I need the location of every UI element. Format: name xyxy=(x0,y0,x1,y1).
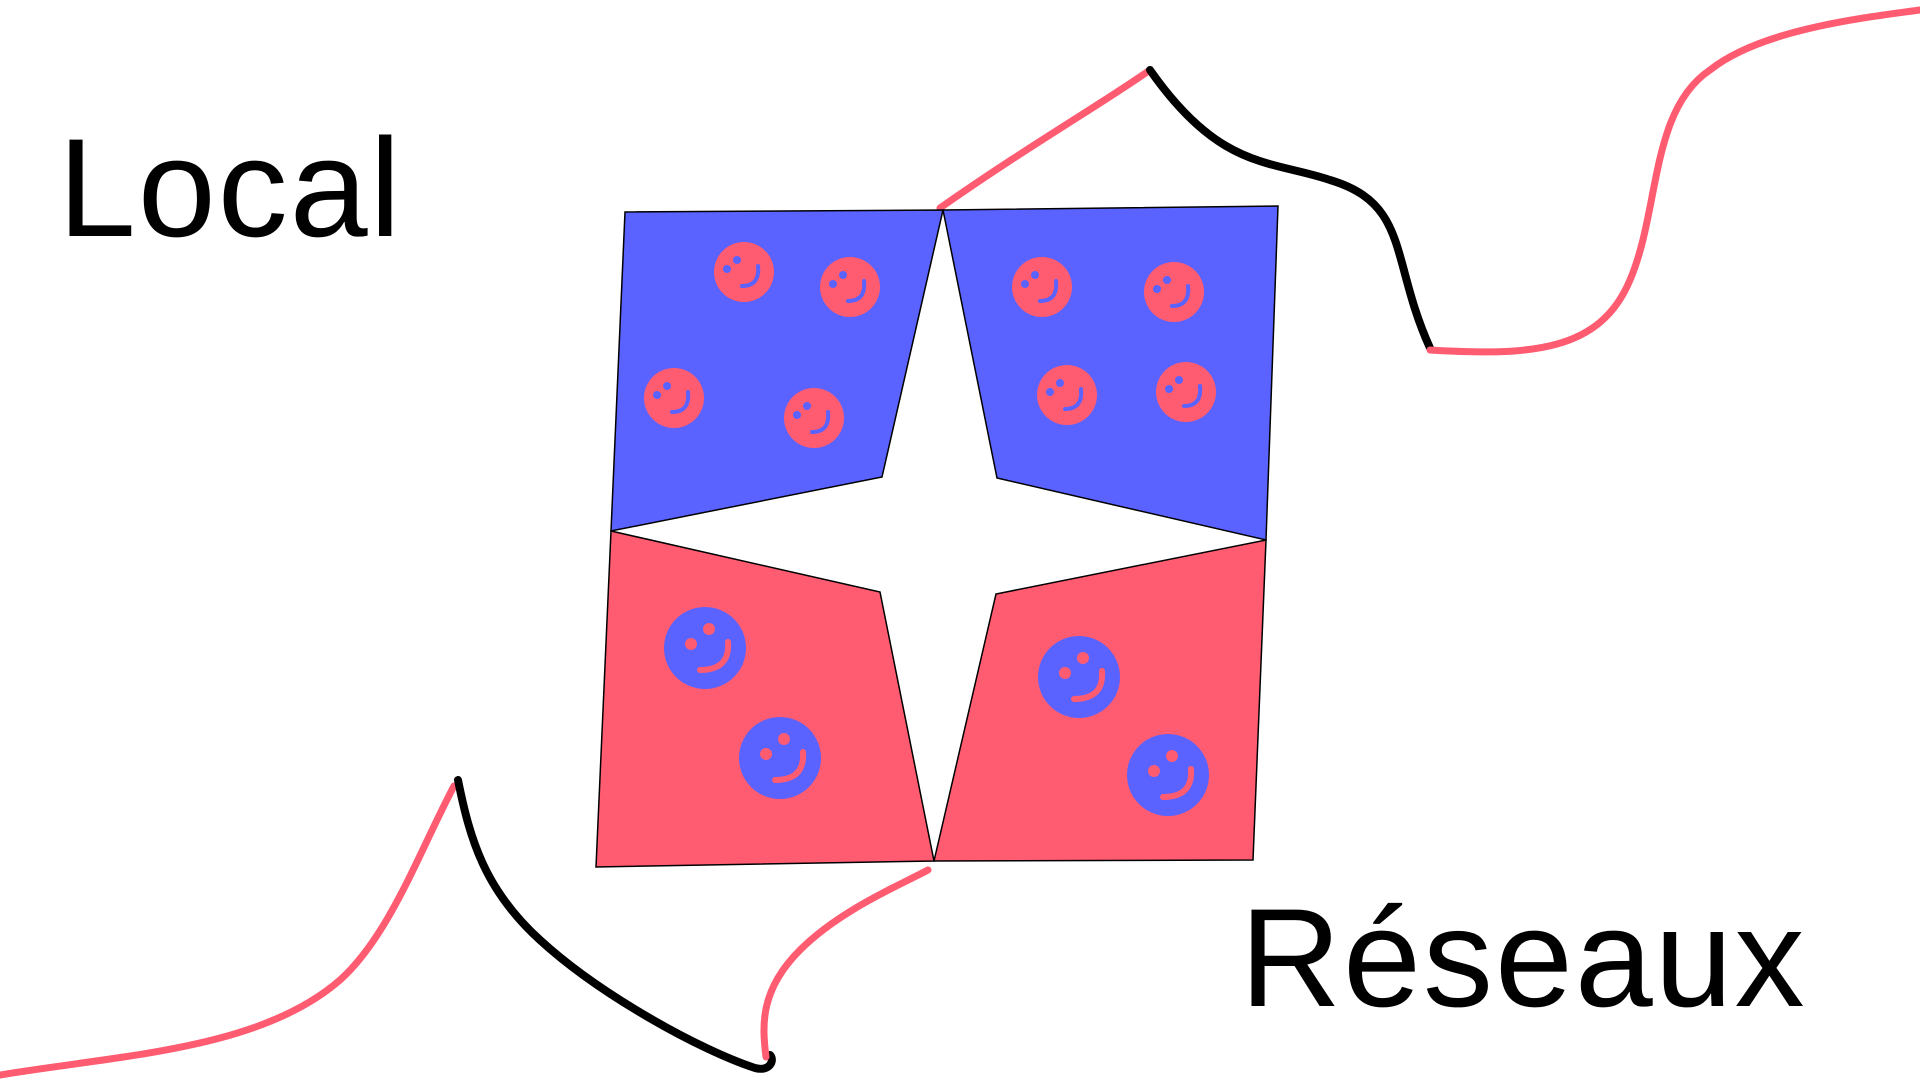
label-local: Local xyxy=(58,109,403,266)
label-reseaux: Réseaux xyxy=(1240,879,1807,1036)
connector-bottom-left xyxy=(0,776,932,1079)
smiley-icon xyxy=(1154,360,1218,424)
smiley-icon xyxy=(664,607,746,689)
smiley-icon xyxy=(642,366,706,430)
smiley-icon xyxy=(1035,363,1099,427)
panel-top-right xyxy=(942,205,1279,541)
smiley-icon xyxy=(1127,734,1209,816)
smiley-icon xyxy=(739,717,821,799)
panel-top-left xyxy=(610,209,944,532)
smiley-icon xyxy=(1010,255,1074,319)
smiley-icon xyxy=(818,255,882,319)
smiley-icon xyxy=(1038,636,1120,718)
smiley-icon xyxy=(712,240,776,304)
smiley-icon xyxy=(782,386,846,450)
panel-bottom-left xyxy=(595,530,935,868)
connector-top-right xyxy=(936,6,1920,356)
smiley-icon xyxy=(1142,260,1206,324)
